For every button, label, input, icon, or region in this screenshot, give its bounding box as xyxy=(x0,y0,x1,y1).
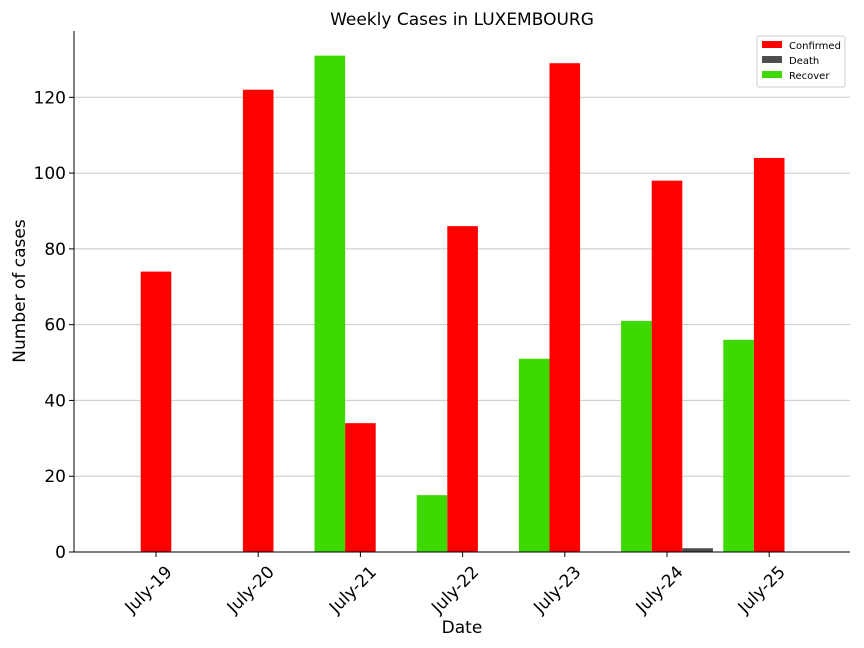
bar-confirmed xyxy=(345,423,376,552)
y-tick-label: 120 xyxy=(34,88,66,108)
y-tick-label: 60 xyxy=(44,316,66,336)
x-tick-label: July-25 xyxy=(734,562,790,618)
bar-confirmed xyxy=(140,271,172,552)
x-tick-label: July-21 xyxy=(325,562,381,618)
legend-swatch xyxy=(762,71,782,78)
x-tick-label: July-19 xyxy=(121,562,177,618)
bar-recover xyxy=(621,320,652,552)
bars xyxy=(140,55,785,553)
x-tick-label: July-24 xyxy=(632,562,688,618)
bar-confirmed xyxy=(651,180,683,552)
legend-label: Confirmed xyxy=(789,41,841,52)
bar-confirmed xyxy=(242,89,274,553)
x-tick-label: July-22 xyxy=(427,562,483,618)
legend-swatch xyxy=(762,56,782,63)
legend-swatch xyxy=(762,41,782,48)
y-tick-label: 80 xyxy=(44,240,66,260)
y-tick-label: 100 xyxy=(34,164,66,184)
bar-confirmed xyxy=(447,226,478,552)
y-ticks: 0 20 40 60 80 100 120 xyxy=(34,88,74,563)
x-tick-label: July-23 xyxy=(529,562,585,618)
legend-label: Recover xyxy=(789,71,830,82)
y-tick-label: 0 xyxy=(55,543,66,563)
x-ticks: July-19 July-20 July-21 July-22 July-23 July-… xyxy=(121,552,790,618)
legend-label: Death xyxy=(789,56,819,67)
y-axis-label: Number of cases xyxy=(10,219,30,363)
bar-recover xyxy=(723,339,754,552)
y-tick-label: 40 xyxy=(44,391,66,411)
legend: Confirmed Death Recover xyxy=(756,35,846,88)
bar-confirmed xyxy=(549,63,581,552)
chart-title: Weekly Cases in LUXEMBOURG xyxy=(330,10,594,30)
bar-recover xyxy=(416,495,448,552)
y-tick-label: 20 xyxy=(44,467,66,487)
bar-recover xyxy=(314,55,346,552)
bar-recover xyxy=(518,358,550,552)
axes xyxy=(73,31,850,553)
bar-confirmed xyxy=(753,157,785,552)
bar-death xyxy=(682,548,713,552)
x-tick-label: July-20 xyxy=(223,562,279,618)
x-axis-label: Date xyxy=(442,618,483,638)
